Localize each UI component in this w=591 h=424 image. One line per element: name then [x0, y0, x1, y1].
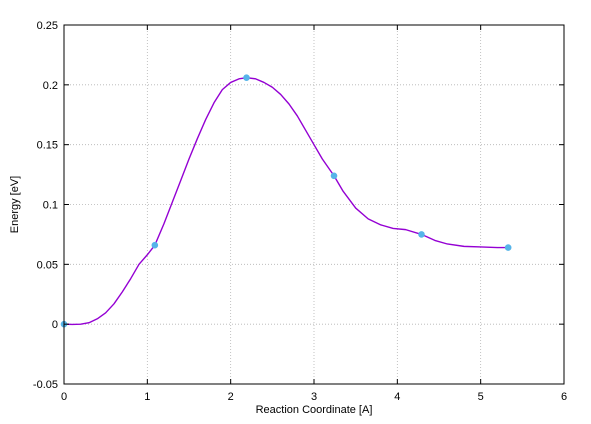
data-point	[330, 172, 338, 180]
curve-layer	[63, 76, 509, 326]
x-axis-label: Reaction Coordinate [A]	[256, 404, 373, 416]
x-tick-label: 1	[144, 391, 150, 403]
data-point	[243, 74, 250, 81]
x-tick-label: 4	[394, 391, 400, 403]
y-axis-label: Energy [eV]	[9, 176, 21, 233]
y-tick-label: -0.05	[33, 379, 58, 391]
y-tick-label: 0.1	[43, 200, 58, 212]
y-tick-label: 0.15	[37, 140, 58, 152]
x-tick-label: 2	[228, 391, 234, 403]
y-tick-label: 0	[52, 319, 58, 331]
x-tick-label: 5	[478, 391, 484, 403]
data-point	[418, 231, 425, 238]
x-tick-label: 6	[561, 391, 567, 403]
grid	[64, 25, 564, 384]
points-layer	[60, 74, 512, 328]
x-tick-label: 3	[311, 391, 317, 403]
energy-curve	[63, 76, 509, 326]
y-tick-label: 0.05	[37, 259, 58, 271]
y-tick-label: 0.2	[43, 80, 58, 92]
x-tick-label: 0	[61, 391, 67, 403]
data-point	[504, 244, 512, 251]
y-tick-label: 0.25	[37, 20, 58, 32]
data-point	[151, 241, 159, 249]
